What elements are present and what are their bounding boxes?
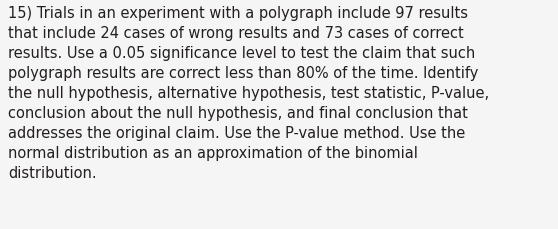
Text: 15) Trials in an experiment with a polygraph include 97 results
that include 24 : 15) Trials in an experiment with a polyg… [8, 6, 489, 180]
